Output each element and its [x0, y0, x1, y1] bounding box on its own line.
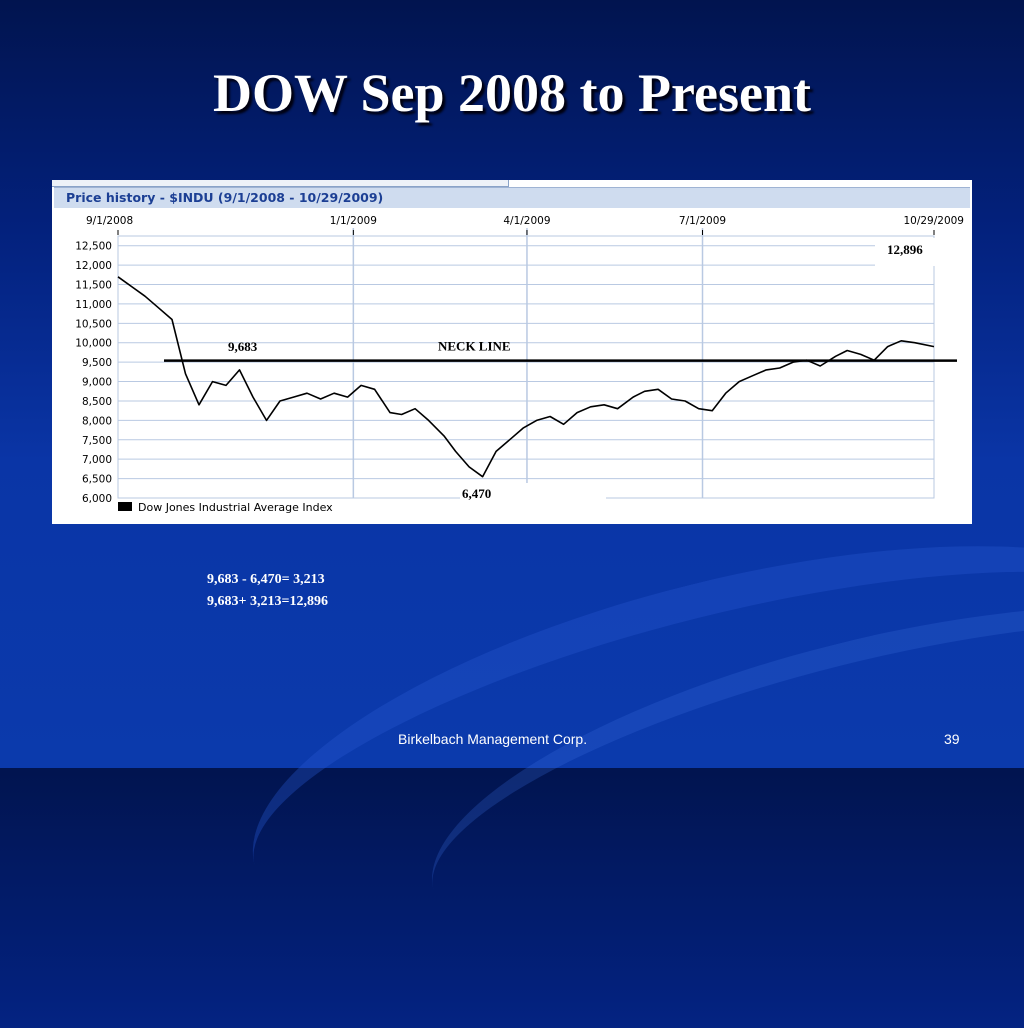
slide-title: DOW Sep 2008 to Present: [213, 63, 811, 123]
chart-screenshot: Price history - $INDU (9/1/2008 - 10/29/…: [52, 180, 972, 524]
y-tick-label: 12,000: [75, 260, 112, 272]
y-tick-label: 10,000: [75, 338, 112, 350]
y-tick-label: 6,000: [82, 493, 112, 505]
calculation-line-2: 9,683+ 3,213=12,896: [207, 594, 328, 609]
target-label-box: [875, 238, 959, 266]
legend-swatch: [118, 502, 132, 511]
y-tick-label: 11,500: [75, 280, 112, 292]
peak-annotation: 9,683: [228, 339, 258, 354]
low-annotation: 6,470: [462, 486, 491, 501]
y-tick-label: 8,500: [82, 396, 112, 408]
y-tick-label: 7,500: [82, 435, 112, 447]
footer-company: Birkelbach Management Corp.: [398, 731, 588, 747]
y-tick-label: 6,500: [82, 474, 112, 486]
y-tick-label: 10,500: [75, 318, 112, 330]
dow-price-line: [117, 276, 935, 478]
y-tick-label: 7,000: [82, 454, 112, 466]
x-tick-label: 7/1/2009: [679, 215, 726, 227]
toolbar-tab[interactable]: [426, 180, 509, 187]
neck-line-label: NECK LINE: [438, 339, 511, 354]
x-tick-label: 10/29/2009: [903, 215, 964, 227]
y-tick-label: 9,500: [82, 357, 112, 369]
x-tick-label: 4/1/2009: [503, 215, 550, 227]
y-tick-label: 8,000: [82, 415, 112, 427]
page-number: 39: [944, 731, 960, 747]
legend-label: Dow Jones Industrial Average Index: [138, 501, 333, 514]
x-tick-label: 1/1/2009: [330, 215, 377, 227]
y-tick-label: 12,500: [75, 241, 112, 253]
price-history-chart: 12,500 12,000 11,500 11,000 10,500 10,000 9,50…: [75, 215, 964, 514]
low-label-box: [460, 483, 606, 509]
chart-header: Price history - $INDU (9/1/2008 - 10/29/…: [54, 187, 970, 208]
y-tick-label: 11,000: [75, 299, 112, 311]
y-tick-label: 9,000: [82, 377, 112, 389]
grid-layer: [117, 228, 935, 499]
calculation-line-1: 9,683 - 6,470= 3,213: [207, 572, 325, 587]
x-tick-label: 9/1/2008: [86, 215, 133, 227]
chart-header-title: Price history - $INDU (9/1/2008 - 10/29/…: [66, 190, 384, 205]
axis-layer: 12,500 12,000 11,500 11,000 10,500 10,000 9,50…: [75, 215, 964, 505]
target-annotation: 12,896: [887, 242, 923, 257]
line-layer: [117, 276, 935, 478]
